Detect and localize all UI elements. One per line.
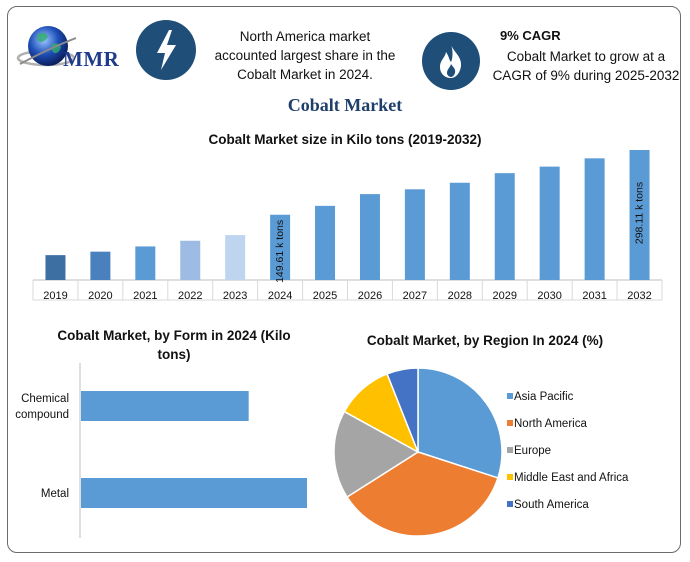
x-tick-label: 2021 (133, 290, 157, 302)
legend-swatch (507, 501, 513, 507)
legend-label: South America (514, 499, 589, 511)
y-tick-label: compound (15, 409, 69, 421)
page-title: Cobalt Market (287, 95, 403, 115)
legend-swatch (507, 474, 513, 480)
stat1-line-3: Cobalt Market in 2024. (237, 67, 373, 82)
bar-annotation: 149.61 k tons (274, 220, 286, 283)
legend-swatch (507, 447, 513, 453)
bar-2019 (45, 255, 66, 280)
y-tick-label: Metal (41, 488, 69, 500)
bar-2031 (584, 158, 605, 280)
stat2-line-1: Cobalt Market to grow at a (506, 49, 666, 64)
stat2-line-2: CAGR of 9% during 2025-2032 (492, 68, 680, 83)
logo-text: MMR (63, 47, 120, 71)
x-tick-label: 2031 (582, 290, 606, 302)
lightning-icon (136, 20, 196, 80)
y-tick-label: Chemical (21, 393, 69, 405)
form-chart-title: Cobalt Market, by Form in 2024 (Kilo ton… (57, 328, 291, 362)
bar-annotation: 298.11 k tons (633, 182, 645, 244)
region-chart-title: Cobalt Market, by Region In 2024 (%) (366, 333, 604, 348)
stat-cagr: Cobalt Market to grow at a CAGR of 9% du… (488, 47, 684, 85)
bar-2024 (270, 214, 291, 280)
pie-slice-asia-pacific (417, 367, 503, 479)
x-tick-label: 2028 (448, 290, 472, 302)
x-tick-label: 2026 (358, 290, 382, 302)
bar-2028 (449, 182, 470, 280)
mmr-logo: MMR (16, 20, 132, 80)
x-tick-label: 2024 (268, 290, 292, 302)
x-tick-label: 2030 (537, 290, 561, 302)
bar-2030 (539, 166, 560, 280)
x-tick-label: 2025 (313, 290, 337, 302)
legend-label: Europe (514, 445, 551, 457)
flame-icon (422, 32, 480, 90)
bar-chemical-compound (81, 391, 249, 421)
legend-label: Asia Pacific (514, 391, 574, 403)
x-tick-label: 2027 (403, 290, 427, 302)
legend-label: Middle East and Africa (514, 472, 629, 484)
x-tick-label: 2019 (43, 290, 67, 302)
bar-metal (81, 478, 307, 508)
bar-2026 (359, 194, 380, 280)
bar-2022 (180, 240, 201, 280)
pie-slice-north-america (346, 451, 499, 537)
x-tick-label: 2022 (178, 290, 202, 302)
bar-2025 (315, 205, 336, 280)
bar-2023 (225, 235, 246, 280)
stat1-line-2: accounted largest share in the (214, 48, 396, 63)
bar-2021 (135, 246, 156, 280)
infographic-frame (7, 6, 681, 553)
size-chart-title: Cobalt Market size in Kilo tons (2019-20… (208, 132, 482, 147)
cagr-title: 9% CAGR (500, 28, 561, 43)
bar-2027 (404, 189, 425, 280)
legend-label: North America (514, 418, 587, 430)
bar-2020 (90, 251, 111, 280)
pie-slice-south-america (386, 367, 419, 453)
x-tick-label: 2032 (627, 290, 651, 302)
x-tick-label: 2023 (223, 290, 247, 302)
globe-icon (16, 26, 77, 67)
stat-north-america: North America market accounted largest s… (205, 27, 405, 84)
stat1-line-1: North America market (239, 29, 371, 44)
bar-2029 (494, 173, 515, 280)
x-tick-label: 2020 (88, 290, 112, 302)
pie-slice-europe (333, 410, 420, 499)
x-tick-label: 2029 (493, 290, 517, 302)
bar-2032 (629, 150, 650, 280)
legend-swatch (507, 393, 513, 399)
legend-swatch (507, 420, 513, 426)
